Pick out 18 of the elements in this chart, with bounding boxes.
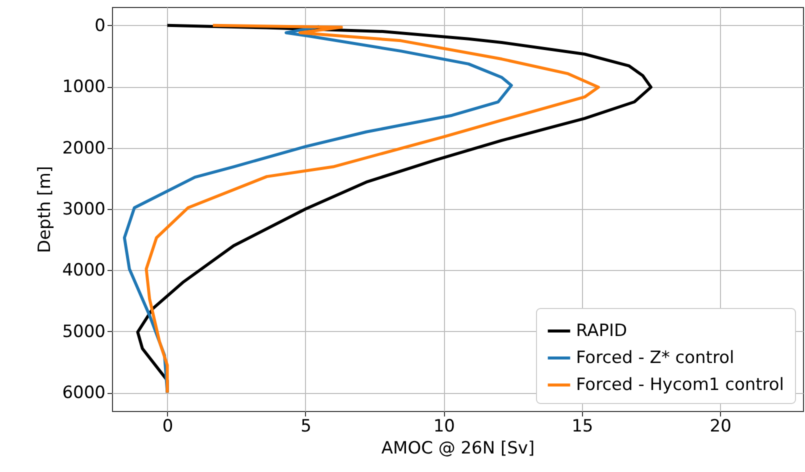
y-tick-label: 0: [94, 16, 106, 36]
legend-label: RAPID: [576, 321, 628, 341]
y-tick-label: 2000: [62, 138, 106, 158]
legend-label: Forced - Hycom1 control: [576, 375, 784, 395]
line-series: [122, 25, 513, 394]
x-tick-label: 10: [433, 416, 455, 436]
y-tick-label: 5000: [62, 322, 106, 342]
y-tick-label: 3000: [62, 200, 106, 220]
x-tick-label: 20: [710, 416, 732, 436]
legend-label: Forced - Z* control: [576, 348, 734, 368]
x-tick-label: 15: [572, 416, 594, 436]
x-axis-title: AMOC @ 26N [Sv]: [381, 438, 535, 458]
y-tick-label: 6000: [62, 383, 106, 404]
x-tick-label: 5: [300, 416, 312, 436]
y-tick-label: 4000: [62, 260, 106, 281]
y-tick-label: 1000: [62, 77, 106, 98]
x-tick-label: 0: [162, 416, 174, 436]
y-axis-title: Depth [m]: [35, 166, 56, 254]
